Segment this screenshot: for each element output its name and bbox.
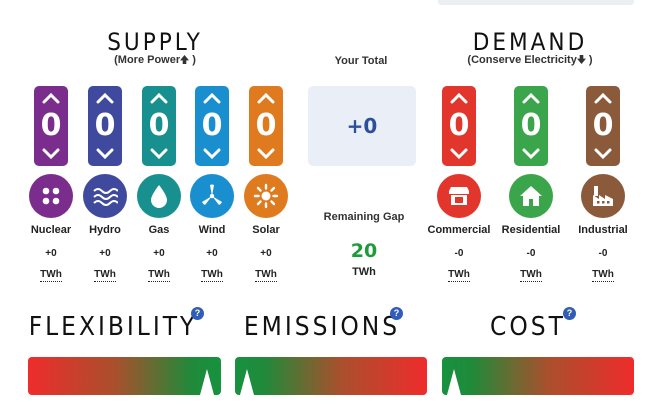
- solar-count: 0: [255, 108, 277, 143]
- hydro-label: Hydro: [89, 224, 121, 236]
- chevron-down-icon[interactable]: [450, 148, 468, 160]
- industrial-counter[interactable]: 0: [586, 86, 620, 166]
- chevron-up-icon[interactable]: [203, 92, 221, 104]
- demand-subtitle: (Conserve Electricity ): [467, 54, 593, 66]
- nuclear-value: +0: [45, 248, 57, 259]
- nuclear-unit: TWh: [40, 269, 62, 282]
- gas-count: 0: [148, 108, 170, 143]
- residential-count: 0: [520, 108, 542, 143]
- your-total-label: Your Total: [334, 55, 388, 67]
- gas-unit: TWh: [148, 269, 170, 282]
- nuclear-count: 0: [40, 108, 62, 143]
- chevron-down-icon[interactable]: [203, 148, 221, 160]
- gas-value: +0: [153, 248, 165, 259]
- chevron-up-icon[interactable]: [42, 92, 60, 104]
- commercial-count: 0: [448, 108, 470, 143]
- wind-counter[interactable]: 0: [195, 86, 229, 166]
- supply-heading: SUPPLY: [107, 28, 203, 56]
- turbine-icon: [190, 174, 234, 218]
- cost-title: COST: [490, 312, 566, 342]
- chevron-down-icon[interactable]: [42, 148, 60, 160]
- industrial-count: 0: [592, 108, 614, 143]
- flexibility-help-icon[interactable]: ?: [191, 307, 204, 320]
- flexibility-title: FLEXIBILITY: [28, 312, 198, 342]
- hydro-unit: TWh: [94, 269, 116, 282]
- supply-subtitle: (More Power ): [114, 54, 196, 66]
- hydro-counter[interactable]: 0: [88, 86, 122, 166]
- residential-unit: TWh: [520, 269, 542, 282]
- flexibility-meter: [28, 357, 221, 395]
- solar-unit: TWh: [255, 269, 277, 282]
- house-icon: [509, 174, 553, 218]
- solar-value: +0: [260, 248, 272, 259]
- your-total-value: +0: [346, 114, 378, 138]
- wind-label: Wind: [198, 224, 226, 236]
- nuclear-counter[interactable]: 0: [34, 86, 68, 166]
- chevron-up-icon[interactable]: [150, 92, 168, 104]
- chevron-down-icon[interactable]: [522, 148, 540, 160]
- nuclear-label: Nuclear: [30, 224, 72, 236]
- your-total-box: +0: [308, 86, 416, 166]
- solar-label: Solar: [252, 224, 280, 236]
- gas-counter[interactable]: 0: [142, 86, 176, 166]
- remaining-gap-value: 20: [350, 240, 378, 262]
- cost-meter: [442, 357, 634, 395]
- solar-counter[interactable]: 0: [249, 86, 283, 166]
- chevron-up-icon[interactable]: [450, 92, 468, 104]
- store-icon: [437, 174, 481, 218]
- hydro-count: 0: [94, 108, 116, 143]
- residential-label: Residential: [501, 224, 561, 236]
- commercial-value: -0: [454, 248, 464, 259]
- wind-count: 0: [201, 108, 223, 143]
- hydro-value: +0: [99, 248, 111, 259]
- waves-icon: [83, 174, 127, 218]
- arrow-down-icon: [576, 55, 586, 64]
- residential-counter[interactable]: 0: [514, 86, 548, 166]
- cost-help-icon[interactable]: ?: [563, 307, 576, 320]
- cost-meter-needle: [447, 369, 461, 395]
- industrial-value: -0: [598, 248, 608, 259]
- nuclear-icon: [29, 174, 73, 218]
- industrial-unit: TWh: [592, 269, 614, 282]
- commercial-label: Commercial: [427, 224, 491, 236]
- chevron-up-icon[interactable]: [594, 92, 612, 104]
- flexibility-meter-needle: [200, 369, 214, 395]
- factory-icon: [581, 174, 625, 218]
- chevron-down-icon[interactable]: [257, 148, 275, 160]
- emissions-help-icon[interactable]: ?: [390, 307, 403, 320]
- commercial-unit: TWh: [448, 269, 470, 282]
- demand-heading: DEMAND: [472, 28, 588, 56]
- chevron-down-icon[interactable]: [96, 148, 114, 160]
- emissions-meter-needle: [240, 369, 254, 395]
- top-search-bar: [438, 0, 634, 5]
- remaining-gap-label: Remaining Gap: [323, 211, 405, 223]
- wind-value: +0: [206, 248, 218, 259]
- residential-value: -0: [526, 248, 536, 259]
- remaining-gap-unit: TWh: [352, 266, 376, 278]
- emissions-title: EMISSIONS: [243, 312, 401, 342]
- chevron-down-icon[interactable]: [150, 148, 168, 160]
- arrow-up-icon: [180, 55, 190, 64]
- gas-label: Gas: [148, 224, 170, 236]
- chevron-up-icon[interactable]: [257, 92, 275, 104]
- wind-unit: TWh: [201, 269, 223, 282]
- chevron-up-icon[interactable]: [522, 92, 540, 104]
- sun-icon: [244, 174, 288, 218]
- emissions-meter: [235, 357, 427, 395]
- commercial-counter[interactable]: 0: [442, 86, 476, 166]
- chevron-down-icon[interactable]: [594, 148, 612, 160]
- industrial-label: Industrial: [578, 224, 628, 236]
- chevron-up-icon[interactable]: [96, 92, 114, 104]
- droplet-icon: [137, 174, 181, 218]
